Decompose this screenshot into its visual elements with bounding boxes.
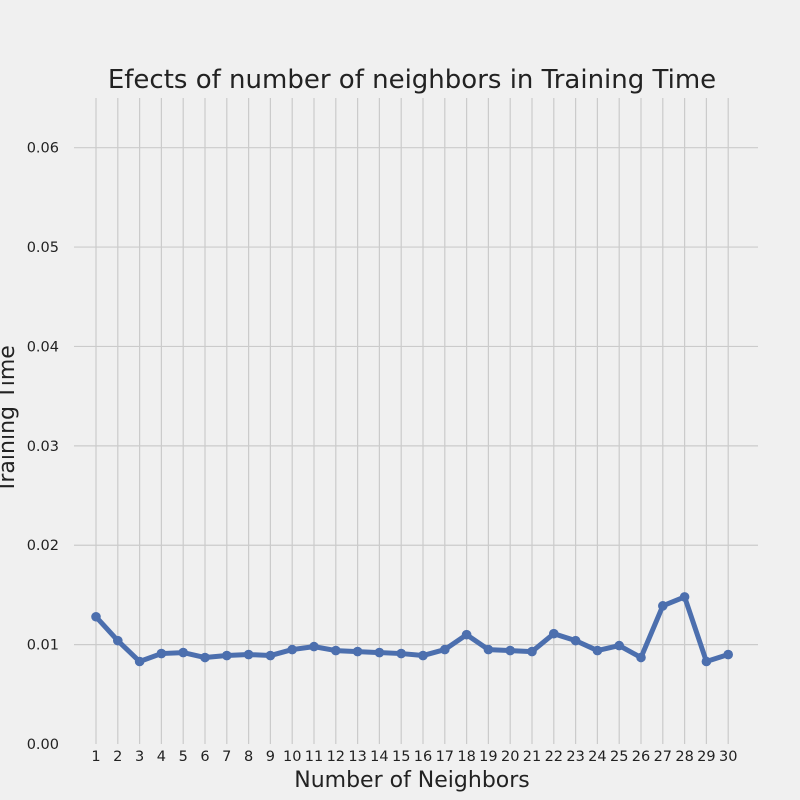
y-tick-label: 0.06 xyxy=(27,141,59,157)
x-tick-label: 6 xyxy=(200,749,209,765)
x-tick-label: 2 xyxy=(113,749,122,765)
data-point xyxy=(91,611,101,622)
x-tick-label: 1 xyxy=(91,749,100,765)
data-point xyxy=(679,592,690,602)
x-tick-label: 7 xyxy=(222,749,231,765)
data-point xyxy=(723,649,733,660)
x-tick-label: 13 xyxy=(348,749,366,765)
x-tick-label: 17 xyxy=(436,749,454,765)
data-point xyxy=(658,601,668,611)
x-tick-label: 23 xyxy=(566,749,584,765)
chart-title: Efects of number of neighbors in Trainin… xyxy=(108,65,716,95)
data-point xyxy=(200,652,210,663)
x-axis-label: Number of Neighbors xyxy=(294,768,530,793)
x-tick-label: 24 xyxy=(588,749,606,765)
x-tick-label: 14 xyxy=(370,749,388,765)
data-point xyxy=(440,644,450,655)
x-tick-label: 19 xyxy=(479,749,497,765)
data-point xyxy=(418,650,428,661)
x-tick-label: 25 xyxy=(610,749,628,765)
data-point xyxy=(243,649,254,660)
data-point xyxy=(636,652,646,663)
data-point xyxy=(134,656,145,667)
data-point xyxy=(461,629,472,640)
data-point xyxy=(374,647,385,658)
data-point xyxy=(222,650,232,661)
x-tick-label: 26 xyxy=(632,749,650,765)
y-tick-label: 0.03 xyxy=(27,439,59,455)
data-point xyxy=(483,644,494,655)
series-layer xyxy=(91,592,733,667)
data-point xyxy=(527,646,537,657)
data-point xyxy=(156,648,167,659)
y-tick-label: 0.05 xyxy=(27,240,59,256)
series-line xyxy=(93,594,731,665)
data-point xyxy=(505,645,515,656)
data-point xyxy=(265,650,276,661)
x-tick-label: 20 xyxy=(501,749,519,765)
x-tick-label: 29 xyxy=(697,749,715,765)
x-tick-label: 10 xyxy=(283,749,301,765)
data-point xyxy=(113,635,123,646)
x-tick-label: 28 xyxy=(675,749,693,765)
x-tick-label: 18 xyxy=(457,749,475,765)
y-axis-label: Training Time xyxy=(0,345,20,494)
data-point xyxy=(549,628,559,639)
y-tick-label: 0.04 xyxy=(27,339,59,355)
x-tick-label: 16 xyxy=(414,749,432,765)
x-tick-label: 30 xyxy=(719,749,737,765)
x-tick-label: 12 xyxy=(327,749,345,765)
y-tick-label: 0.00 xyxy=(27,737,59,753)
x-tick-label: 4 xyxy=(157,749,166,765)
data-point xyxy=(178,647,188,658)
tick-labels: 0.000.010.020.030.040.050.061 2 3 4 5 6 7 8 9 10 1… xyxy=(27,141,738,765)
x-tick-label: 21 xyxy=(523,749,541,765)
x-tick-label: 9 xyxy=(266,749,275,765)
x-tick-label: 5 xyxy=(179,749,188,765)
data-point xyxy=(331,645,341,656)
data-point xyxy=(396,648,407,659)
data-point xyxy=(287,644,298,655)
grid xyxy=(74,98,758,744)
x-tick-label: 11 xyxy=(305,749,323,765)
x-tick-label: 3 xyxy=(135,749,144,765)
data-point xyxy=(352,646,363,657)
data-point xyxy=(701,656,712,667)
y-tick-label: 0.02 xyxy=(27,538,59,554)
x-tick-label: 22 xyxy=(545,749,563,765)
data-point xyxy=(570,635,581,646)
data-point xyxy=(614,640,624,651)
y-tick-label: 0.01 xyxy=(27,638,59,654)
x-tick-label: 15 xyxy=(392,749,410,765)
x-tick-label: 8 xyxy=(244,749,253,765)
data-point xyxy=(592,645,603,656)
x-tick-label: 27 xyxy=(654,749,672,765)
data-point xyxy=(309,641,319,652)
